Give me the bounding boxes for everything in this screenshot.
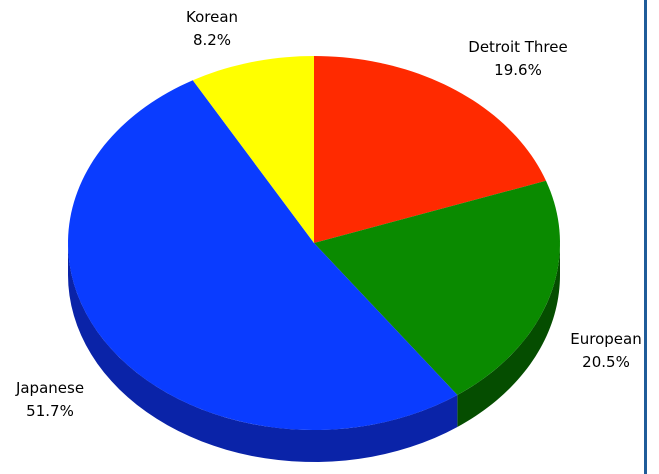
slice-value-detroit-three: 19.6% [494,61,542,79]
frame-border [644,0,659,474]
slice-value-japanese: 51.7% [26,402,74,420]
slice-label-korean: Korean [186,8,238,26]
slice-label-european: European [570,330,641,348]
slice-value-european: 20.5% [582,353,630,371]
slice-label-detroit-three: Detroit Three [468,38,567,56]
slice-label-japanese: Japanese [15,379,84,397]
pie-label-layer: Detroit Three 19.6% European 20.5% Japan… [15,8,642,420]
pie-top-layer [68,56,560,430]
pie-slice-detroit-three [314,56,546,243]
pie-side-japanese [68,243,458,462]
slice-value-korean: 8.2% [193,31,231,49]
pie-depth-layer [68,243,560,462]
pie-slice-korean [192,56,314,243]
pie-chart: Detroit Three 19.6% European 20.5% Japan… [15,8,642,462]
pie-slice-japanese [68,80,458,430]
pie-side-european [457,243,560,427]
pie-slice-european [314,180,560,395]
